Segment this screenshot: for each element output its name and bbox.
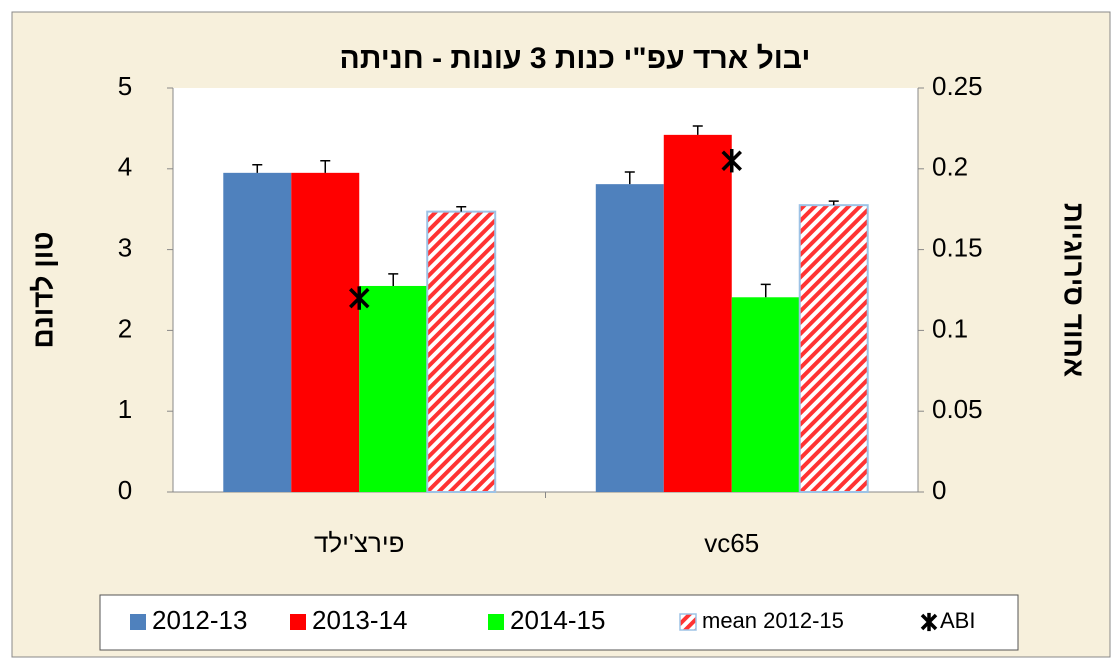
error-bar: [692, 125, 703, 135]
legend: [99, 594, 1019, 651]
y2-axis-label: אחוד סירוגיות: [1059, 203, 1090, 377]
abi-marker: [349, 286, 370, 310]
y2-tick-label: 0.15: [932, 232, 983, 262]
chart-title: יבול ארד עפ"י כנות 3 עונות - חניתה: [340, 42, 811, 75]
bar: [731, 297, 800, 492]
error-bar: [624, 171, 635, 185]
y2-tick-label: 0: [932, 475, 946, 505]
bar: [798, 204, 869, 493]
error-bar: [456, 206, 467, 212]
bar: [663, 134, 732, 492]
bar: [291, 172, 360, 492]
legend-label: 2014-15: [510, 605, 605, 635]
error-bar: [828, 200, 839, 206]
legend-swatch: [290, 614, 306, 630]
y-tick-label: 0: [118, 475, 132, 505]
legend-label: 2012-13: [152, 605, 247, 635]
y2-tick-label: 0.1: [932, 313, 968, 343]
legend-marker: [920, 612, 938, 632]
y-tick-label: 3: [118, 232, 132, 262]
y-tick-label: 2: [118, 313, 132, 343]
y-axis-label: טון לדונם: [27, 232, 58, 349]
y2-tick-label: 0.2: [932, 152, 968, 182]
bar: [426, 210, 497, 493]
error-bar: [252, 164, 263, 173]
error-bar: [320, 159, 331, 173]
abi-marker: [721, 149, 742, 173]
legend-swatch: [488, 614, 504, 630]
legend-label: 2013-14: [312, 605, 407, 635]
x-tick-label: פירצ'ילד: [314, 528, 405, 558]
bar: [359, 285, 428, 492]
y-tick-label: 5: [118, 71, 132, 101]
error-bar: [388, 273, 399, 286]
bar: [595, 184, 664, 493]
x-tick-label: vc65: [704, 528, 759, 558]
y-tick-label: 4: [118, 152, 132, 182]
bar: [223, 172, 292, 492]
y-tick-label: 1: [118, 394, 132, 424]
legend-label: mean 2012-15: [702, 608, 844, 633]
legend-swatch: [679, 613, 697, 631]
y2-tick-label: 0.05: [932, 394, 983, 424]
legend-label: ABI: [940, 608, 975, 633]
legend-swatch: [130, 614, 146, 630]
y2-tick-label: 0.25: [932, 71, 983, 101]
error-bar: [760, 283, 771, 298]
